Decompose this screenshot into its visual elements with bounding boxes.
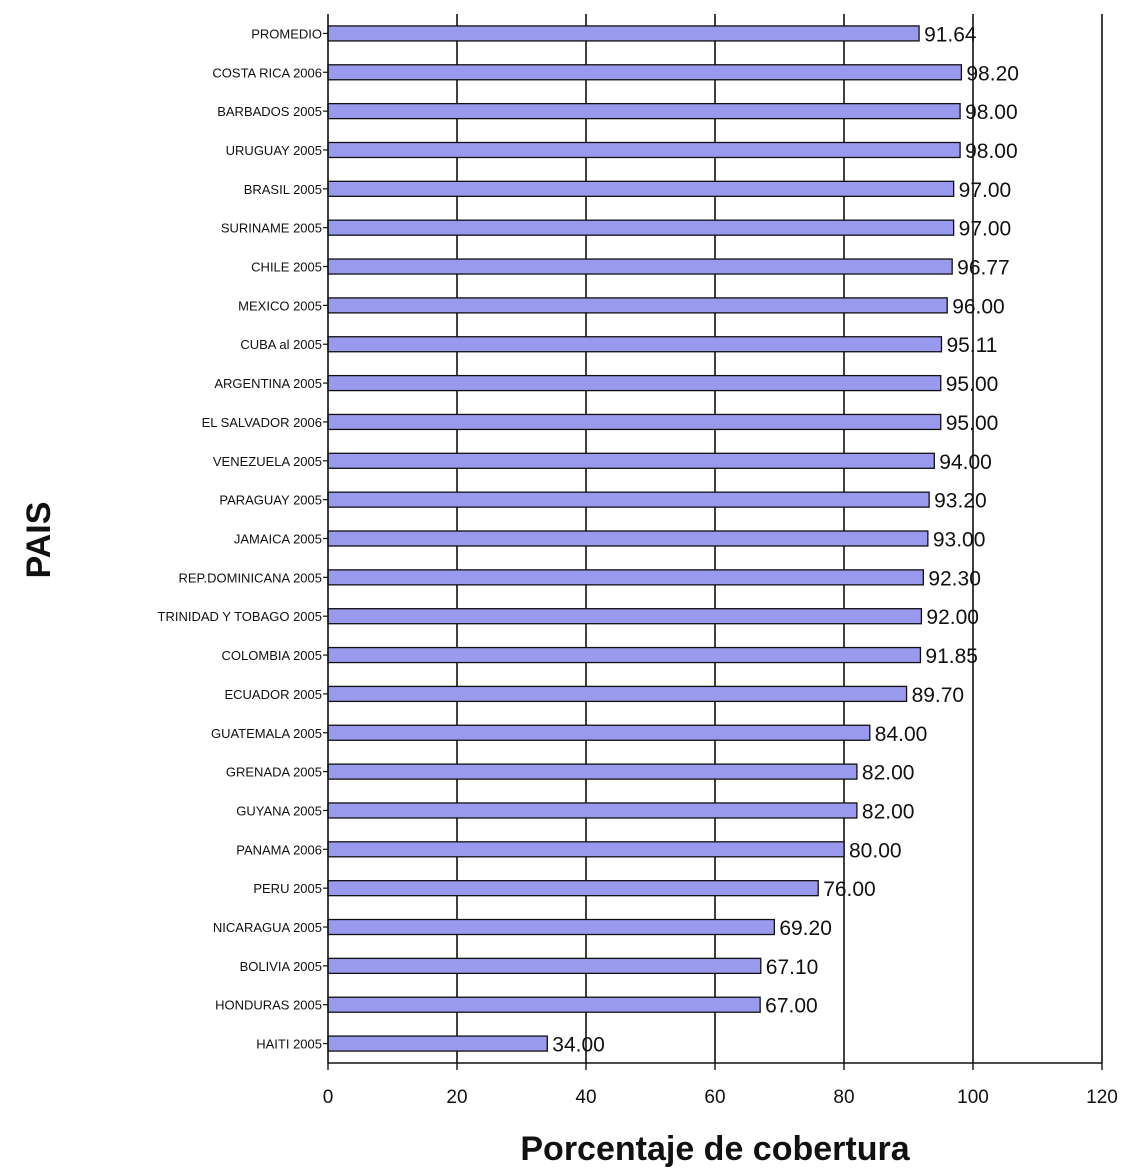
category-label: BARBADOS 2005 [217, 104, 322, 119]
value-label: 69.20 [779, 917, 832, 940]
x-tick-label: 100 [957, 1087, 989, 1108]
category-label: PROMEDIO [251, 26, 322, 41]
category-label: ECUADOR 2005 [224, 687, 322, 702]
bar [327, 297, 948, 314]
bar [327, 685, 908, 703]
bar [327, 25, 920, 42]
x-tick-label: 40 [575, 1087, 596, 1108]
value-label: 93.20 [934, 490, 987, 513]
category-label: REP.DOMINICANA 2005 [178, 570, 322, 585]
bar [327, 219, 955, 236]
value-label: 93.00 [933, 529, 986, 552]
value-label: 95.00 [946, 373, 999, 396]
bar [327, 141, 961, 159]
bar [327, 569, 924, 586]
bar [327, 841, 845, 858]
category-label: GUATEMALA 2005 [211, 726, 322, 741]
bar [327, 336, 943, 353]
bar [327, 996, 761, 1013]
bar [327, 802, 858, 819]
value-label: 34.00 [552, 1034, 605, 1057]
category-label: PERU 2005 [253, 881, 322, 896]
category-label: NICARAGUA 2005 [213, 920, 322, 935]
bar [327, 724, 871, 741]
bar [327, 530, 929, 547]
value-label: 94.00 [939, 451, 992, 474]
value-label: 96.00 [952, 295, 1005, 318]
bar [327, 258, 953, 275]
value-label: 89.70 [912, 684, 965, 707]
value-label: 76.00 [823, 878, 876, 901]
labels: 0 20 40 60 80 100 120 PROMEDIO 91.64 COSTA RICA 2… [158, 23, 1118, 1108]
x-tick-label: 60 [704, 1087, 725, 1108]
bar [327, 102, 961, 120]
y-axis-title: PAIS [20, 502, 58, 579]
category-label: COLOMBIA 2005 [222, 648, 322, 663]
bar [327, 1035, 548, 1052]
category-label: GRENADA 2005 [226, 765, 322, 780]
bar [327, 880, 819, 897]
category-label: PANAMA 2006 [236, 842, 322, 857]
value-label: 97.00 [959, 179, 1012, 202]
value-label: 95.00 [946, 412, 999, 435]
x-axis-title: Porcentaje de cobertura [520, 1130, 910, 1168]
bar [327, 64, 963, 81]
bar [327, 608, 923, 625]
value-label: 67.00 [765, 995, 818, 1018]
category-label: JAMAICA 2005 [234, 532, 322, 547]
x-tick-label: 20 [446, 1087, 467, 1108]
value-label: 84.00 [875, 723, 928, 746]
category-label: MEXICO 2005 [238, 298, 322, 313]
bar [327, 763, 858, 780]
value-label: 92.00 [926, 606, 979, 629]
value-label: 98.20 [966, 62, 1019, 85]
value-label: 97.00 [959, 218, 1012, 241]
value-label: 91.64 [924, 23, 977, 46]
bar [327, 646, 922, 664]
category-label: SURINAME 2005 [221, 221, 322, 236]
category-label: GUYANA 2005 [236, 803, 322, 818]
bar [327, 413, 942, 431]
value-label: 95.11 [946, 334, 997, 357]
category-label: BRASIL 2005 [244, 182, 322, 197]
category-label: ARGENTINA 2005 [214, 376, 322, 391]
category-label: URUGUAY 2005 [226, 143, 322, 158]
category-label: CUBA al 2005 [240, 337, 322, 352]
category-label: TRINIDAD Y TOBAGO 2005 [158, 609, 323, 624]
bar [327, 374, 942, 392]
category-label: COSTA RICA 2006 [212, 65, 322, 80]
value-label: 67.10 [766, 956, 819, 979]
value-label: 82.00 [862, 762, 915, 785]
bar [327, 180, 955, 197]
bar [327, 452, 935, 469]
category-label: PARAGUAY 2005 [219, 493, 322, 508]
category-label: VENEZUELA 2005 [213, 454, 322, 469]
category-label: HONDURAS 2005 [215, 998, 322, 1013]
bar [327, 918, 775, 936]
axes [323, 14, 1103, 1070]
category-label: CHILE 2005 [251, 260, 322, 275]
value-label: 96.77 [957, 257, 1010, 280]
value-label: 80.00 [849, 839, 902, 862]
value-label: 98.00 [965, 101, 1018, 124]
category-label: HAITI 2005 [256, 1037, 322, 1052]
category-label: EL SALVADOR 2006 [202, 415, 322, 430]
category-label: BOLIVIA 2005 [240, 959, 322, 974]
bar [327, 957, 762, 975]
x-tick-label: 80 [833, 1087, 854, 1108]
value-label: 92.30 [928, 567, 981, 590]
value-label: 82.00 [862, 800, 915, 823]
x-tick-label: 120 [1086, 1087, 1118, 1108]
bar [327, 491, 930, 508]
value-label: 91.85 [925, 645, 978, 668]
x-tick-label: 0 [323, 1087, 334, 1108]
value-label: 98.00 [965, 140, 1018, 163]
